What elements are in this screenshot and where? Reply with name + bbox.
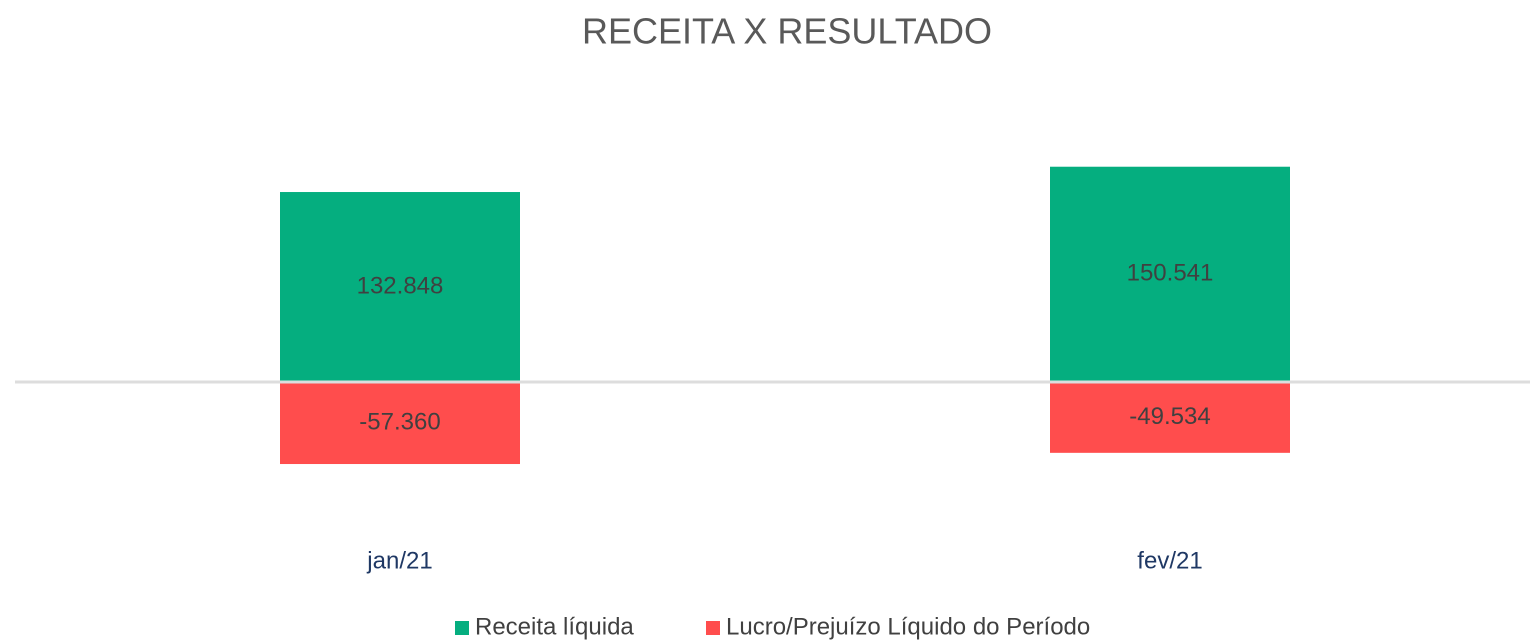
legend-label: Lucro/Prejuízo Líquido do Período [726,613,1090,640]
legend-swatch [455,621,469,635]
legend-label: Receita líquida [475,613,634,640]
bar [280,382,520,465]
x-tick-label: jan/21 [366,547,432,574]
data-label: 132.848 [357,272,444,299]
bar [1050,382,1290,453]
chart-title: RECEITA X RESULTADO [582,11,992,52]
x-tick-label: fev/21 [1137,547,1202,574]
legend-swatch [706,621,720,635]
data-label: -49.534 [1129,403,1210,430]
bar [1050,166,1290,382]
bar [280,192,520,382]
data-label: -57.360 [359,408,440,435]
data-label: 150.541 [1127,260,1214,287]
